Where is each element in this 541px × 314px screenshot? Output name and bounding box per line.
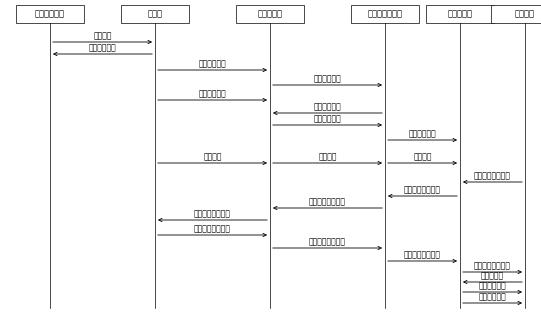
Text: 版本不一致: 版本不一致: [481, 271, 504, 280]
Text: 区域外节点: 区域外节点: [447, 9, 472, 19]
Text: 区域内卫星节点: 区域内卫星节点: [367, 9, 403, 19]
Text: 参数文件版本请求: 参数文件版本请求: [194, 209, 231, 218]
Bar: [426, 5, 494, 23]
Text: 参数文件下发: 参数文件下发: [479, 292, 506, 301]
Text: 参数分发请求: 参数分发请求: [199, 89, 226, 98]
Text: 参数文件版本确认: 参数文件版本确认: [194, 224, 231, 233]
Bar: [236, 5, 304, 23]
Text: 区域内节点: 区域内节点: [258, 9, 282, 19]
Bar: [121, 5, 189, 23]
Text: 参数文件: 参数文件: [203, 152, 222, 161]
Bar: [491, 5, 541, 23]
Text: 参数分发请求: 参数分发请求: [199, 59, 226, 68]
Text: 参数文件版本请求: 参数文件版本请求: [474, 171, 511, 180]
Text: 参数分发设备: 参数分发设备: [35, 9, 65, 19]
Text: 参数文件版本确认: 参数文件版本确认: [404, 250, 441, 259]
Bar: [351, 5, 419, 23]
Text: 源节点: 源节点: [148, 9, 162, 19]
Text: 参数文件版本确认: 参数文件版本确认: [309, 237, 346, 246]
Text: 参数文件版本请求: 参数文件版本请求: [309, 197, 346, 206]
Text: 参数文件版本确认: 参数文件版本确认: [474, 261, 511, 270]
Text: 参数下载: 参数下载: [93, 31, 112, 40]
Text: 参数分发请求: 参数分发请求: [314, 74, 341, 83]
Text: 卫星信道通知: 卫星信道通知: [314, 102, 341, 111]
Text: 参数文件: 参数文件: [318, 152, 337, 161]
Text: 新入节点: 新入节点: [515, 9, 535, 19]
Text: 参数文件请求: 参数文件请求: [479, 281, 506, 290]
Text: 参数文件版本请求: 参数文件版本请求: [404, 185, 441, 194]
Text: 参数分发请求: 参数分发请求: [408, 129, 437, 138]
Bar: [16, 5, 84, 23]
Text: 参数文件: 参数文件: [413, 152, 432, 161]
Text: 参数下载响应: 参数下载响应: [89, 43, 116, 52]
Text: 卫星信道分发: 卫星信道分发: [314, 114, 341, 123]
